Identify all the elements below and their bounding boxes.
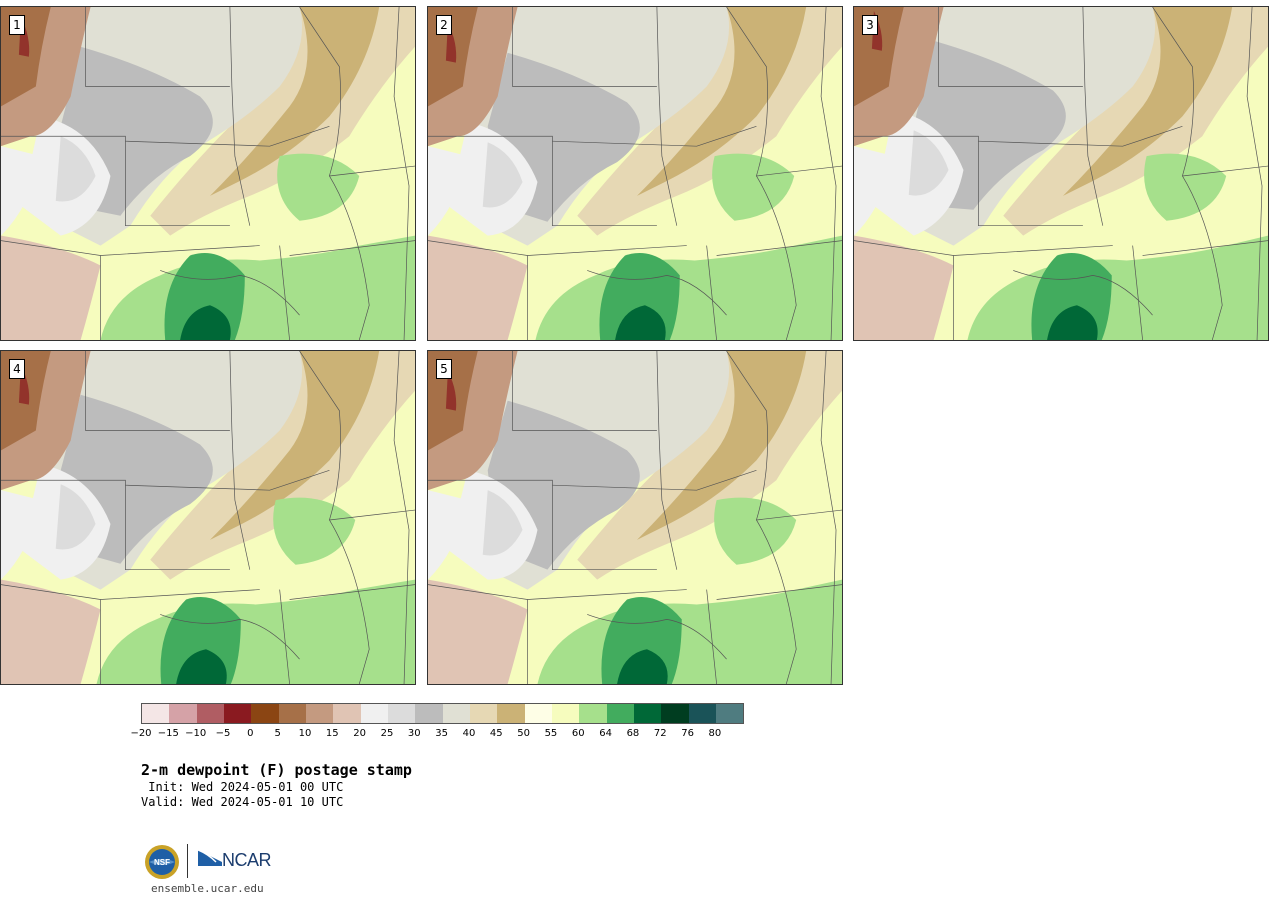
logo-divider: [187, 844, 188, 878]
colorbar-swatch: [360, 704, 388, 723]
colorbar-swatch: [251, 704, 279, 723]
ncar-logo-text: NCAR: [222, 850, 272, 870]
logo-block: NSF NCAR: [144, 842, 284, 882]
colorbar-swatch: [497, 704, 525, 723]
map-title: 2-m dewpoint (F) postage stamp: [141, 761, 412, 779]
colorbar-tick: 50: [517, 728, 530, 739]
colorbar-tick: −15: [157, 728, 179, 739]
dewpoint-map: [854, 7, 1268, 340]
nsf-logo: NSF: [145, 845, 179, 879]
colorbar-swatch: [606, 704, 634, 723]
dewpoint-map: [1, 351, 415, 684]
colorbar-tick: −5: [215, 728, 231, 739]
colorbar-swatch: [305, 704, 334, 723]
dewpoint-map: [428, 7, 842, 340]
colorbar-tick: 68: [626, 728, 640, 739]
colorbar-swatch: [688, 704, 716, 723]
colorbar-swatch: [469, 704, 498, 723]
colorbar-tick: 72: [653, 728, 667, 739]
colorbar-swatch: [387, 704, 416, 723]
colorbar-swatch: [169, 704, 197, 723]
colorbar-swatch: [661, 704, 689, 723]
colorbar-tick: 25: [380, 728, 394, 739]
colorbar-tick: 15: [325, 728, 339, 739]
colorbar-tick: 64: [599, 728, 612, 739]
colorbar-swatch: [633, 704, 662, 723]
colorbar-swatch: [715, 704, 744, 723]
member-number-label: 3: [862, 15, 878, 35]
init-time: Init: Wed 2024-05-01 00 UTC: [141, 780, 344, 794]
member-number-label: 5: [436, 359, 452, 379]
colorbar-tick: 0: [247, 728, 254, 739]
dewpoint-map: [1, 7, 415, 340]
colorbar-tick: 5: [274, 728, 281, 739]
member-number-label: 4: [9, 359, 25, 379]
colorbar-tick: 55: [544, 728, 558, 739]
colorbar-swatch: [142, 704, 170, 723]
ensemble-member-panel: 3: [853, 6, 1269, 341]
ncar-logo-mark: [198, 849, 222, 866]
colorbar-swatch: [524, 704, 552, 723]
colorbar-swatch: [415, 704, 443, 723]
member-number-label: 1: [9, 15, 25, 35]
colorbar-tick: 45: [489, 728, 503, 739]
svg-text:NSF: NSF: [154, 858, 170, 867]
valid-time: Valid: Wed 2024-05-01 10 UTC: [141, 795, 344, 809]
colorbar-tick: 35: [435, 728, 448, 739]
colorbar-tick: 80: [708, 728, 722, 739]
colorbar-swatch: [579, 704, 607, 723]
colorbar-swatch: [333, 704, 361, 723]
ensemble-member-panel: 5: [427, 350, 843, 685]
ensemble-member-panel: 4: [0, 350, 416, 685]
colorbar-tick: −10: [185, 728, 207, 739]
colorbar-tick: 20: [353, 728, 366, 739]
colorbar-tick: 60: [571, 728, 585, 739]
colorbar-swatch: [278, 704, 306, 723]
colorbar-tick: 76: [681, 728, 694, 739]
site-url: ensemble.ucar.edu: [151, 882, 264, 895]
dewpoint-map: [428, 351, 842, 684]
colorbar-tick: −20: [130, 728, 152, 739]
colorbar-tick: 30: [407, 728, 421, 739]
ensemble-member-panel: 1: [0, 6, 416, 341]
colorbar-swatch: [196, 704, 224, 723]
colorbar-swatch: [551, 704, 580, 723]
colorbar-swatch: [223, 704, 252, 723]
colorbar-tick: 40: [462, 728, 476, 739]
colorbar-swatch: [442, 704, 470, 723]
member-number-label: 2: [436, 15, 452, 35]
colorbar-tick: 10: [298, 728, 312, 739]
colorbar-tick-labels: −20 −15 −10 −5 0 5 10 15 20 25 30 35 40 45 50 55 60 64 68 7…: [130, 728, 781, 742]
ensemble-member-panel: 2: [427, 6, 843, 341]
colorbar: [141, 703, 745, 724]
